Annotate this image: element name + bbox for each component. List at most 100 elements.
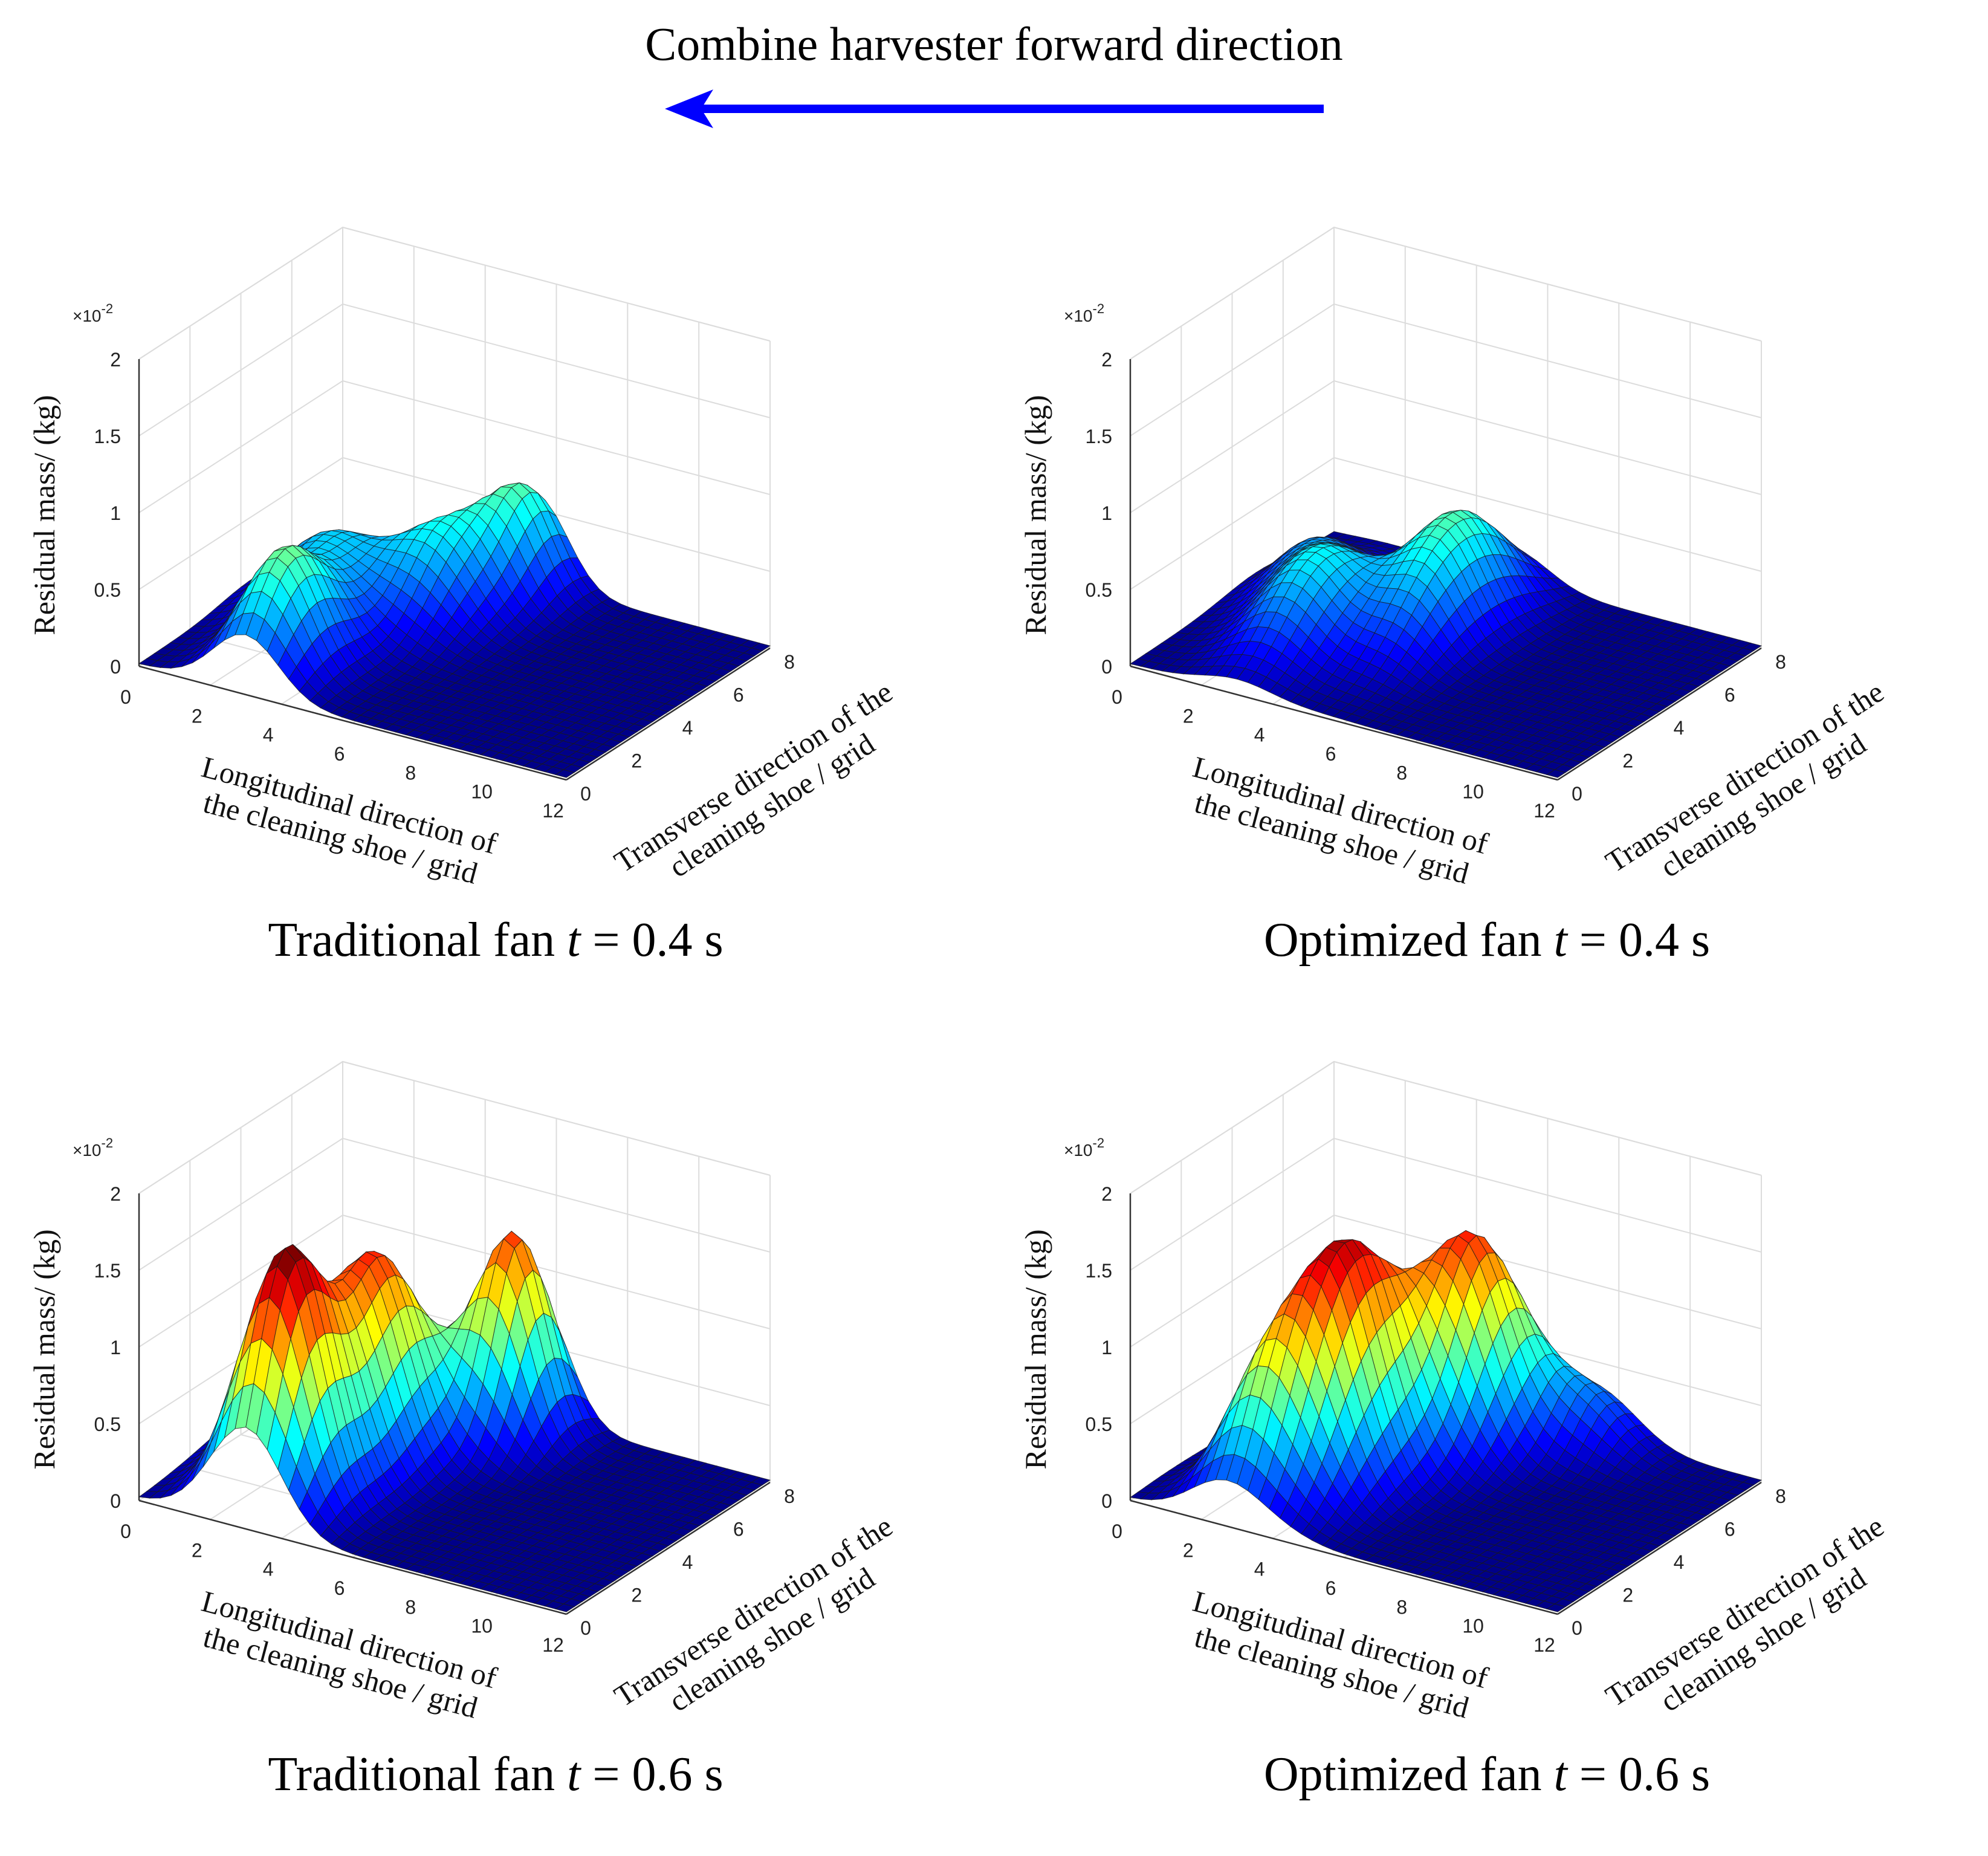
surface <box>138 1230 771 1612</box>
chart-panel-optimized-0-4s: 0 2 4 6 8 10 12 0 2 4 6 8 0 0.5 1 1.5 2 ×10-2 Residual mas… <box>991 163 1983 1022</box>
z-tick-label: 2 <box>1101 349 1112 371</box>
z-tick-label: 0.5 <box>1086 579 1112 601</box>
caption-value: = 0.4 s <box>1567 913 1711 967</box>
surface-plot: 0 2 4 6 8 10 12 0 2 4 6 8 0 0.5 1 1.5 2 ×10-2 Residual mas… <box>1018 226 1889 891</box>
x-tick-label: 10 <box>1462 781 1484 803</box>
z-tick-label: 0.5 <box>1086 1413 1112 1435</box>
grid-line-z <box>1130 1060 1762 1194</box>
y-tick-label: 4 <box>682 1551 693 1573</box>
z-exponent-superscript: -2 <box>102 1135 114 1150</box>
panel-caption: Traditional fan t = 0.6 s <box>0 1747 991 1802</box>
tick-labels: 0 2 4 6 8 10 12 0 2 4 6 8 0 0.5 1 1.5 2 ×10-2 <box>73 301 795 822</box>
y-tick-label: 0 <box>1572 1617 1582 1639</box>
chart-panel-optimized-0-6s: 0 2 4 6 8 10 12 0 2 4 6 8 0 0.5 1 1.5 2 ×10-2 Residual mas… <box>991 998 1983 1856</box>
surface-plot: 0 2 4 6 8 10 12 0 2 4 6 8 0 0.5 1 1.5 2 ×10-2 Residual mas… <box>27 226 898 891</box>
y-tick-label: 0 <box>1572 783 1582 805</box>
chart-panel-traditional-0-4s: 0 2 4 6 8 10 12 0 2 4 6 8 0 0.5 1 1.5 2 ×10-2 Residual mas… <box>0 163 991 1022</box>
caption-value: = 0.4 s <box>580 913 724 967</box>
z-tick-label: 1 <box>110 502 121 524</box>
y-axis-line <box>1557 1481 1762 1615</box>
panel-caption: Optimized fan t = 0.6 s <box>991 1747 1983 1802</box>
z-tick-label: 0 <box>1101 1490 1112 1512</box>
x-tick-label: 12 <box>542 800 564 822</box>
grid-line-z <box>138 303 771 436</box>
x-axis-line <box>138 665 567 781</box>
caption-prefix: Optimized fan <box>1263 1748 1554 1801</box>
grid-line-z <box>138 1137 771 1271</box>
x-tick-label: 12 <box>1533 800 1555 822</box>
x-tick-label: 10 <box>471 781 493 803</box>
z-tick-label: 0.5 <box>94 1413 121 1435</box>
figure-title: Combine harvester forward direction <box>645 18 1343 70</box>
z-axis-label: Residual mass/ (kg) <box>1018 395 1052 635</box>
grid-line-z <box>138 380 771 513</box>
z-tick-label: 1 <box>1101 502 1112 524</box>
y-tick-label: 6 <box>733 1519 744 1540</box>
y-tick-label: 0 <box>580 783 591 805</box>
z-tick-label: 1.5 <box>1086 1260 1112 1282</box>
caption-variable: t <box>567 913 581 967</box>
x-tick-label: 8 <box>1396 1596 1407 1618</box>
grid-edge <box>1130 1061 1335 1194</box>
x-tick-label: 8 <box>1396 762 1407 784</box>
x-tick-label: 10 <box>471 1615 493 1637</box>
z-exponent-label: ×10-2 <box>73 301 113 325</box>
x-tick-label: 6 <box>1326 1577 1336 1599</box>
y-axis-line <box>566 647 771 781</box>
caption-value: = 0.6 s <box>1567 1748 1711 1801</box>
y-tick-label: 6 <box>1724 1519 1735 1540</box>
grid-line-z <box>1130 226 1762 360</box>
surface <box>1129 1230 1763 1612</box>
y-tick-label: 8 <box>1775 651 1786 673</box>
caption-prefix: Optimized fan <box>1263 913 1554 967</box>
x-axis-line <box>138 1499 567 1615</box>
grid-edge <box>342 227 771 342</box>
z-exponent-superscript: -2 <box>1093 1135 1105 1150</box>
x-tick-label: 8 <box>405 1596 416 1618</box>
z-tick-label: 2 <box>110 1183 121 1205</box>
x-tick-label: 6 <box>1326 743 1336 765</box>
grid-line-z <box>138 226 771 360</box>
x-tick-label: 4 <box>1254 1559 1265 1580</box>
y-tick-label: 4 <box>682 717 693 739</box>
grid-line-z <box>138 1060 771 1194</box>
y-tick-label: 8 <box>784 651 795 673</box>
x-tick-label: 2 <box>1183 1539 1194 1561</box>
z-tick-label: 2 <box>110 349 121 371</box>
y-tick-label: 2 <box>631 1585 642 1606</box>
x-tick-label: 12 <box>542 1634 564 1656</box>
grid-edge <box>1333 1061 1762 1176</box>
x-tick-label: 0 <box>120 1520 131 1542</box>
grid-edge <box>1130 227 1335 360</box>
z-axis-label: Residual mass/ (kg) <box>27 1229 61 1469</box>
surface <box>138 482 771 778</box>
axis-lines <box>1129 359 1762 781</box>
caption-variable: t <box>1553 913 1567 967</box>
x-tick-label: 2 <box>1183 705 1194 727</box>
y-axis-line <box>566 1481 771 1615</box>
caption-variable: t <box>1553 1748 1567 1801</box>
y-axis-line <box>1557 647 1762 781</box>
x-tick-label: 0 <box>1112 686 1122 708</box>
forward-direction-arrow <box>665 89 1324 128</box>
x-axis-line <box>1130 665 1558 781</box>
surface-cell <box>555 1603 575 1612</box>
x-tick-label: 2 <box>192 705 202 727</box>
z-tick-label: 0 <box>110 1490 121 1512</box>
y-tick-label: 2 <box>1622 1585 1633 1606</box>
surface-cell <box>555 769 575 778</box>
z-exponent-label: ×10-2 <box>73 1135 113 1160</box>
chart-panel-traditional-0-6s: 0 2 4 6 8 10 12 0 2 4 6 8 0 0.5 1 1.5 2 ×10-2 Residual mas… <box>0 998 991 1856</box>
z-tick-label: 1 <box>1101 1337 1112 1358</box>
surface-cell <box>1546 1603 1567 1612</box>
surface-plot: 0 2 4 6 8 10 12 0 2 4 6 8 0 0.5 1 1.5 2 ×10-2 Residual mas… <box>27 1060 898 1725</box>
y-tick-label: 8 <box>1775 1485 1786 1507</box>
x-tick-label: 4 <box>263 724 274 746</box>
x-axis-line <box>1130 1499 1558 1615</box>
axis-lines <box>138 1193 771 1615</box>
surface-plot: 0 2 4 6 8 10 12 0 2 4 6 8 0 0.5 1 1.5 2 ×10-2 Residual mas… <box>1018 1060 1889 1725</box>
caption-value: = 0.6 s <box>580 1748 724 1801</box>
